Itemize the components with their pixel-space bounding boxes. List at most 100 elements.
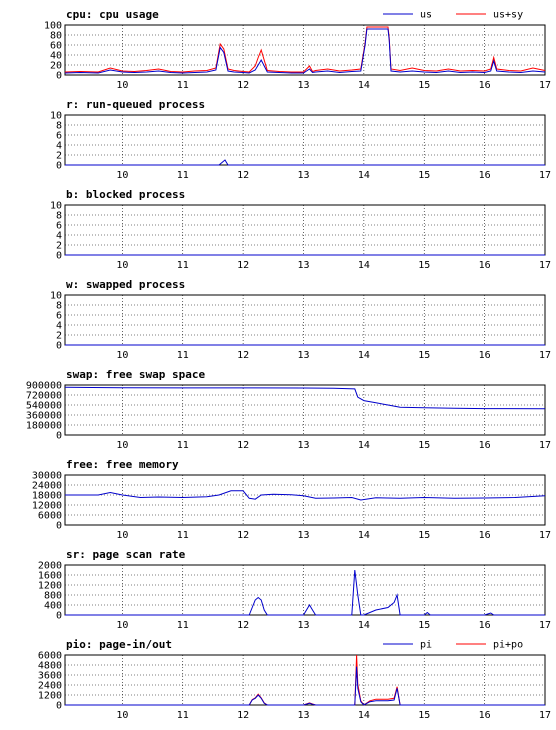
panel-swap: swap: free swap space 0180000360000540000… <box>26 368 551 451</box>
y-tick-label: 2000 <box>38 561 62 572</box>
x-tick-label: 11 <box>177 710 189 721</box>
x-tick-label: 13 <box>297 620 309 631</box>
x-tick-label: 12 <box>237 80 249 91</box>
x-tick-label: 12 <box>237 260 249 271</box>
grid <box>65 205 545 255</box>
plot-frame <box>64 654 546 706</box>
x-tick-label: 15 <box>418 710 430 721</box>
plot-frame <box>64 114 546 166</box>
plot-frame <box>64 204 546 256</box>
x-tick-label: 12 <box>237 710 249 721</box>
y-tick-label: 80 <box>50 31 62 42</box>
x-tick-label: 17 <box>539 710 551 721</box>
x-tick-label: 12 <box>237 170 249 181</box>
y-tick-label: 0 <box>56 521 62 532</box>
y-tick-label: 900000 <box>26 381 62 392</box>
panel-title: w: swapped process <box>66 278 185 291</box>
panel-title: swap: free swap space <box>66 368 205 381</box>
x-tick-label: 17 <box>539 530 551 541</box>
x-tick-label: 15 <box>418 530 430 541</box>
x-tick-label: 14 <box>358 530 370 541</box>
y-tick-label: 10 <box>50 201 62 212</box>
y-tick-label: 20 <box>50 61 62 72</box>
x-tick-label: 11 <box>177 260 189 271</box>
x-tick-label: 15 <box>418 80 430 91</box>
x-tick-label: 12 <box>237 350 249 361</box>
y-tick-label: 0 <box>56 701 62 712</box>
x-tick-label: 14 <box>358 260 370 271</box>
legend: us us+sy <box>383 10 523 21</box>
x-tick-label: 14 <box>358 350 370 361</box>
x-tick-label: 11 <box>177 350 189 361</box>
plot-frame <box>64 384 546 436</box>
x-tick-label: 15 <box>418 260 430 271</box>
x-tick-label: 10 <box>116 440 128 451</box>
x-tick-label: 12 <box>237 620 249 631</box>
y-tick-label: 60 <box>50 41 62 52</box>
x-tick-label: 17 <box>539 350 551 361</box>
x-tick-label: 13 <box>297 80 309 91</box>
x-tick-label: 16 <box>479 170 491 181</box>
x-tick-label: 17 <box>539 440 551 451</box>
series-line-pi-po <box>65 654 545 706</box>
x-tick-label: 13 <box>297 530 309 541</box>
y-tick-label: 8 <box>56 121 62 132</box>
grid <box>65 25 545 75</box>
grid <box>65 295 545 345</box>
plot-frame <box>64 474 546 526</box>
grid <box>65 475 545 525</box>
y-tick-label: 6 <box>56 311 62 322</box>
x-tick-label: 14 <box>358 620 370 631</box>
y-tick-label: 24000 <box>32 481 62 492</box>
y-tick-label: 2 <box>56 151 62 162</box>
x-tick-label: 10 <box>116 620 128 631</box>
y-tick-label: 0 <box>56 161 62 172</box>
x-tick-label: 16 <box>479 710 491 721</box>
x-tick-label: 16 <box>479 620 491 631</box>
series-line-series-0 <box>64 386 546 410</box>
y-tick-label: 8 <box>56 211 62 222</box>
y-tick-label: 1200 <box>38 691 62 702</box>
x-tick-label: 14 <box>358 170 370 181</box>
series-line-series-0 <box>65 569 545 616</box>
grid <box>65 565 545 615</box>
legend-label-pi: pi <box>420 640 432 651</box>
x-tick-label: 16 <box>479 80 491 91</box>
x-tick-label: 15 <box>418 440 430 451</box>
y-tick-label: 2 <box>56 241 62 252</box>
y-tick-label: 6 <box>56 221 62 232</box>
y-tick-label: 1200 <box>38 581 62 592</box>
grid <box>65 385 545 435</box>
y-tick-label: 0 <box>56 71 62 82</box>
y-tick-label: 4800 <box>38 661 62 672</box>
legend-label-us-sy: us+sy <box>493 10 523 21</box>
plot-frame <box>64 24 546 76</box>
x-tick-label: 13 <box>297 710 309 721</box>
x-tick-label: 11 <box>177 620 189 631</box>
x-tick-label: 13 <box>297 260 309 271</box>
x-tick-label: 12 <box>237 440 249 451</box>
y-tick-label: 18000 <box>32 491 62 502</box>
y-tick-label: 30000 <box>32 471 62 482</box>
x-tick-label: 17 <box>539 80 551 91</box>
series-line-us <box>64 28 546 74</box>
grid <box>65 655 545 705</box>
y-tick-label: 720000 <box>26 391 62 402</box>
x-tick-label: 16 <box>479 530 491 541</box>
x-tick-label: 13 <box>297 440 309 451</box>
x-tick-label: 14 <box>358 80 370 91</box>
series-line-pi <box>65 666 545 706</box>
x-tick-label: 14 <box>358 440 370 451</box>
panel-title: r: run-queued process <box>66 98 205 111</box>
x-tick-label: 14 <box>358 710 370 721</box>
y-tick-label: 3600 <box>38 671 62 682</box>
y-tick-label: 6000 <box>38 651 62 662</box>
x-tick-label: 16 <box>479 260 491 271</box>
x-tick-label: 11 <box>177 440 189 451</box>
panel-free: free: free memory 06000120001800024000300… <box>32 458 551 541</box>
